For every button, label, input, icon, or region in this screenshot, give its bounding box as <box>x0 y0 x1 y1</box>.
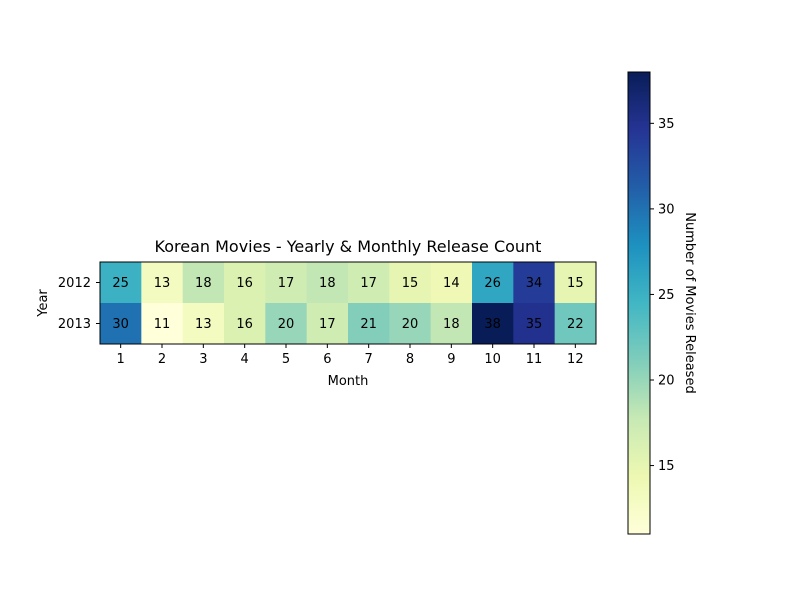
heatmap-cell <box>306 303 349 345</box>
heatmap-cell <box>100 303 142 345</box>
cell-value-label: 17 <box>360 276 377 291</box>
x-tick-label: 4 <box>241 352 249 367</box>
cell-value-label: 15 <box>567 276 584 291</box>
cell-value-label: 18 <box>195 276 212 291</box>
cell-value-label: 13 <box>195 317 212 332</box>
cell-value-label: 14 <box>443 276 460 291</box>
x-axis-ticks: 1 2 3 4 5 6 7 8 9 10 11 12 <box>117 344 584 367</box>
cell-value-label: 17 <box>278 276 295 291</box>
cell-value-label: 13 <box>154 276 171 291</box>
x-tick-label: 10 <box>484 352 501 367</box>
y-tick-label: 2012 <box>58 276 91 291</box>
x-tick-label: 7 <box>365 352 373 367</box>
x-tick-label: 2 <box>158 352 166 367</box>
heatmap-cell <box>472 262 514 304</box>
x-tick-label: 12 <box>567 352 584 367</box>
colorbar-ticks: 15 20 25 30 35 <box>650 117 675 474</box>
cell-value-label: 16 <box>236 317 253 332</box>
heatmap-cell <box>141 262 184 304</box>
cell-value-label: 18 <box>319 276 336 291</box>
y-axis-ticks: 2012 2013 <box>58 276 100 332</box>
heatmap-cell <box>513 262 556 304</box>
cell-value-label: 34 <box>526 276 543 291</box>
y-tick-label: 2013 <box>58 317 91 332</box>
colorbar <box>627 71 651 535</box>
colorbar-tick-label: 15 <box>658 459 675 474</box>
heatmap-cell <box>472 303 514 345</box>
cell-value-label: 11 <box>154 317 171 332</box>
cell-value-label: 25 <box>112 276 129 291</box>
heatmap-cell <box>224 262 266 304</box>
cell-value-label: 26 <box>484 276 501 291</box>
colorbar-tick-label: 30 <box>658 202 675 217</box>
x-tick-label: 1 <box>117 352 125 367</box>
heatmap-cell <box>265 262 308 304</box>
cell-value-label: 22 <box>567 317 584 332</box>
heatmap-cell <box>141 303 184 345</box>
heatmap-cell <box>430 262 473 304</box>
cell-value-label: 21 <box>360 317 377 332</box>
heatmap-cell <box>265 303 308 345</box>
x-tick-label: 3 <box>199 352 207 367</box>
heatmap-cell <box>306 262 349 304</box>
heatmap-cell <box>224 303 266 345</box>
x-tick-label: 6 <box>323 352 331 367</box>
cell-value-label: 15 <box>402 276 419 291</box>
cell-value-label: 16 <box>236 276 253 291</box>
heatmap-cell <box>430 303 473 345</box>
heatmap-cells: 25 13 18 16 17 18 17 15 14 26 34 15 30 11 13 16 20 17 21 20… <box>100 262 597 345</box>
heatmap-cell <box>182 262 225 304</box>
x-axis-label: Month <box>328 374 369 389</box>
cell-value-label: 35 <box>526 317 543 332</box>
cell-value-label: 38 <box>484 317 501 332</box>
heatmap-cell <box>348 303 390 345</box>
cell-value-label: 30 <box>112 317 129 332</box>
x-tick-label: 5 <box>282 352 290 367</box>
heatmap-cell <box>182 303 225 345</box>
heatmap-cell <box>554 303 597 345</box>
heatmap-cell <box>554 262 597 304</box>
heatmap-cell <box>100 262 142 304</box>
colorbar-tick-label: 20 <box>658 374 675 389</box>
cell-value-label: 17 <box>319 317 336 332</box>
x-tick-label: 11 <box>526 352 543 367</box>
colorbar-tick-label: 35 <box>658 117 675 132</box>
heatmap-cell <box>389 262 432 304</box>
y-axis-label: Year <box>36 289 51 318</box>
x-tick-label: 8 <box>406 352 414 367</box>
x-tick-label: 9 <box>447 352 455 367</box>
cell-value-label: 20 <box>402 317 419 332</box>
plot-frame <box>99 261 597 345</box>
chart-title: Korean Movies - Yearly & Monthly Release… <box>155 237 542 256</box>
heatmap-cell <box>348 262 390 304</box>
heatmap-cell <box>389 303 432 345</box>
heatmap-cell <box>513 303 556 345</box>
colorbar-label: Number of Movies Released <box>682 212 697 393</box>
colorbar-tick-label: 25 <box>658 288 675 303</box>
cell-value-label: 20 <box>278 317 295 332</box>
cell-value-label: 18 <box>443 317 460 332</box>
